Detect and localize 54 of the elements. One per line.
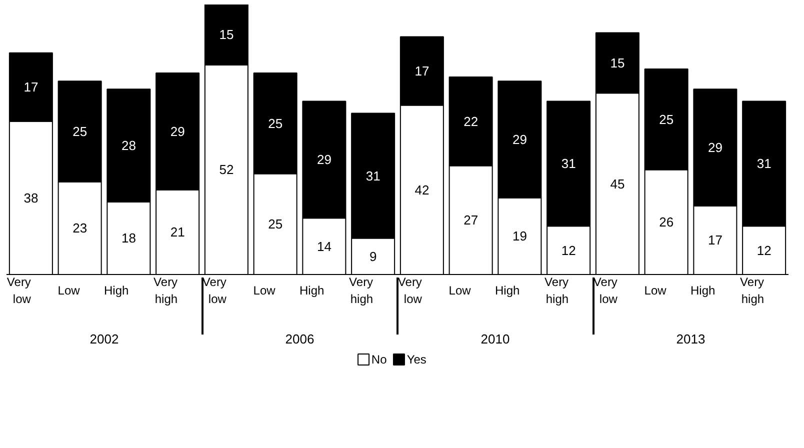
- data-label: 25: [268, 116, 283, 131]
- x-tick-label: Low: [644, 284, 667, 298]
- x-tick-label: Very high: [349, 275, 374, 306]
- x-tick-label: Very low: [6, 275, 32, 306]
- x-tick-label: Very high: [544, 275, 569, 306]
- data-label: 9: [369, 248, 377, 264]
- data-label: 14: [316, 238, 332, 254]
- data-label: 29: [170, 124, 185, 139]
- data-label: 22: [464, 114, 478, 129]
- x-tick-label: Low: [253, 284, 276, 298]
- x-tick-label: Very high: [740, 275, 764, 306]
- data-label: 52: [219, 162, 234, 178]
- x-tick-label: Very low: [202, 275, 227, 306]
- text: 2002: [90, 331, 119, 346]
- legend-label: Yes: [406, 352, 426, 366]
- text: 2010: [480, 331, 510, 346]
- data-label: 31: [756, 156, 772, 172]
- data-label: 15: [610, 55, 625, 70]
- data-label: 12: [561, 242, 576, 258]
- data-label: 29: [316, 152, 332, 168]
- data-label: 17: [414, 63, 430, 78]
- data-label: 25: [268, 216, 283, 232]
- text: 2013: [676, 331, 706, 346]
- x-tick-label: High: [104, 284, 129, 298]
- data-label: 31: [561, 156, 576, 172]
- data-label: 15: [219, 27, 234, 42]
- data-label: 26: [659, 214, 674, 230]
- data-label: 31: [366, 168, 380, 184]
- data-label: 18: [121, 230, 136, 246]
- x-tick-label: Low: [448, 284, 472, 298]
- text: 2006: [285, 331, 314, 346]
- data-label: 19: [512, 228, 527, 244]
- x-tick-label: Low: [58, 284, 80, 298]
- x-tick-label: High: [690, 284, 716, 298]
- data-label: 28: [121, 138, 136, 154]
- data-label: 38: [24, 190, 38, 206]
- data-label: 17: [24, 80, 38, 95]
- x-tick-label: Very low: [398, 275, 422, 306]
- data-label: 45: [610, 176, 625, 192]
- data-label: 21: [170, 224, 185, 240]
- x-tick-label: High: [495, 284, 520, 298]
- data-label: 29: [512, 132, 527, 147]
- data-label: 23: [72, 220, 88, 236]
- data-label: 42: [414, 182, 430, 198]
- data-label: 12: [756, 242, 772, 258]
- data-label: 17: [708, 232, 722, 248]
- data-label: 29: [708, 140, 722, 156]
- x-tick-label: High: [300, 284, 324, 298]
- x-tick-label: Very low: [593, 275, 618, 306]
- x-tick-label: Very high: [154, 275, 178, 306]
- data-label: 27: [464, 212, 478, 228]
- data-label: 25: [72, 124, 88, 139]
- data-label: 25: [659, 112, 674, 127]
- legend-label: No: [371, 352, 388, 366]
